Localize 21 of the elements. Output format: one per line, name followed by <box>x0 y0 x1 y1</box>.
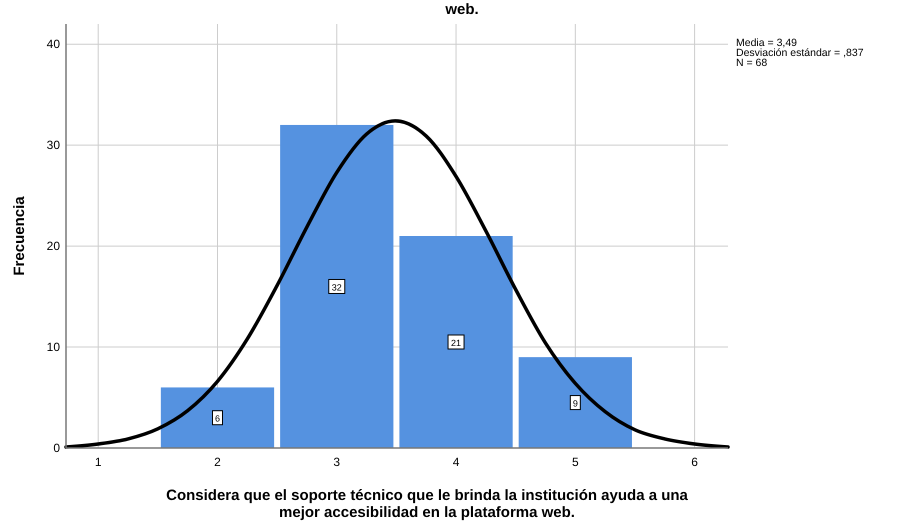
y-axis-title: Frecuencia <box>11 196 28 276</box>
y-tick-label: 0 <box>53 441 60 455</box>
x-tick-label: 4 <box>452 455 460 469</box>
y-tick-label: 30 <box>46 138 60 152</box>
x-axis-title: Considera que el soporte técnico que le brinda la institución ayuda a una mejor accesibilidad en la plataforma web. <box>166 487 689 521</box>
y-tick-label: 40 <box>46 37 60 52</box>
x-tick-label: 1 <box>94 455 102 469</box>
text: Media = 3,49 <box>736 37 798 49</box>
y-tick-label: 20 <box>46 239 60 254</box>
x-tick-label: 3 <box>333 455 340 469</box>
x-tick-label: 6 <box>691 455 698 469</box>
data-label: 9 <box>572 398 578 409</box>
text: N = 68 <box>736 57 768 69</box>
text: Desviación estándar = ,837 <box>736 47 864 59</box>
x-tick-label: 2 <box>214 455 222 469</box>
data-label: 21 <box>451 338 462 348</box>
y-tick-label: 10 <box>46 340 60 354</box>
data-label: 32 <box>332 282 342 292</box>
data-label: 6 <box>214 414 220 424</box>
x-tick-label: 5 <box>572 455 579 469</box>
chart-title: web. <box>444 1 479 18</box>
